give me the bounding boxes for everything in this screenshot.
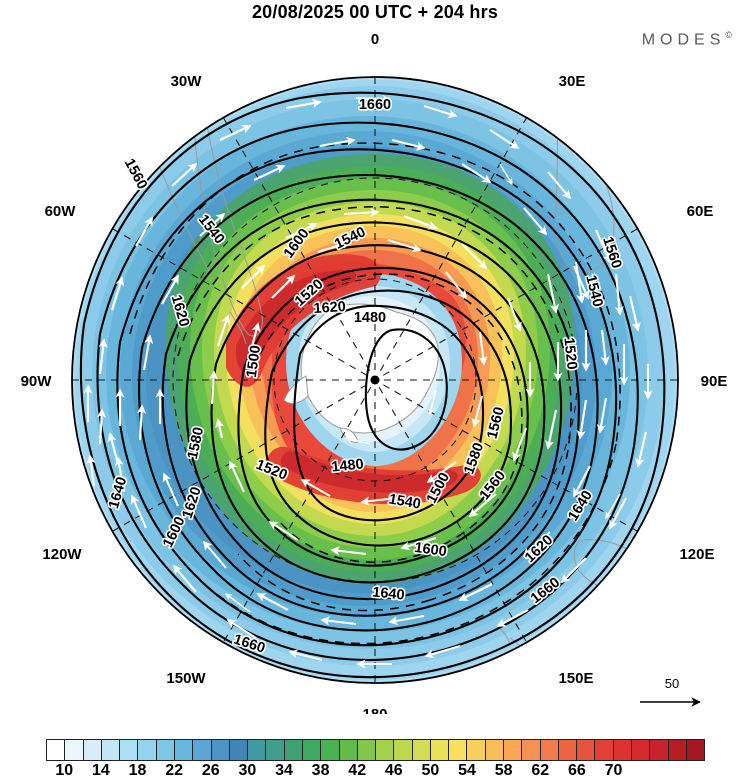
colorbar-cell (632, 740, 651, 760)
colorbar-tick: 46 (384, 762, 403, 779)
brand-name: MODES (641, 31, 726, 49)
colorbar-cell (156, 740, 175, 760)
contour-label: 1520 (560, 337, 579, 371)
contour-label: 1640 (372, 584, 406, 603)
colorbar-tick: 66 (567, 762, 586, 779)
colorbar-cell (686, 740, 705, 760)
contour-label: 1620 (313, 299, 346, 317)
pole-marker (370, 375, 380, 385)
lon-label-90e: 90E (701, 373, 728, 390)
colorbar-tick: 70 (604, 762, 623, 779)
colorbar-cell (101, 740, 121, 760)
colorbar-cell (412, 740, 431, 760)
colorbar-cell (668, 740, 687, 760)
lon-label-30e: 30E (559, 73, 586, 90)
map-boundary (71, 76, 679, 684)
colorbar-tick: 30 (238, 762, 257, 779)
colorbar-cell (449, 740, 468, 760)
colorbar-cell (229, 740, 249, 760)
secondary-contours (129, 142, 621, 645)
colorbar-cell (193, 740, 212, 760)
lon-label-150e: 150E (558, 670, 593, 687)
lon-label-180: 180 (362, 706, 387, 714)
colorbar-cell (248, 740, 267, 760)
modes-logo: MODES© (642, 30, 732, 49)
colorbar-tick: 10 (55, 762, 74, 779)
colorbar-tick: 22 (165, 762, 184, 779)
colorbar-cell (65, 740, 84, 760)
reference-vector-label: 50 (665, 676, 679, 691)
colorbar-tick: 38 (311, 762, 330, 779)
colorbar-tick: 50 (421, 762, 440, 779)
wind-vectors-secondary (224, 163, 621, 613)
colorbar-cell (83, 740, 102, 760)
colorbar-cell (577, 740, 596, 760)
colorbar-tick-labels: 10 14 18 22 26 30 34 38 42 46 50 54 58 62 66 70 (46, 762, 705, 782)
copyright-mark: © (725, 30, 732, 40)
colorbar-cell (284, 740, 303, 760)
lon-label-0: 0 (371, 31, 379, 48)
colorbar-cell (467, 740, 486, 760)
colorbar-cell (357, 740, 377, 760)
contour-label: 1660 (359, 97, 391, 113)
lon-label-120e: 120E (679, 546, 714, 563)
colorbar-tick: 26 (201, 762, 220, 779)
colorbar-tick: 34 (275, 762, 293, 779)
colorbar-tick: 62 (531, 762, 550, 779)
colorbar-tick: 18 (128, 762, 147, 779)
lon-label-60e: 60E (687, 203, 714, 220)
colorbar-cell (302, 740, 322, 760)
polar-stereographic-map: 1660 1660 1660 1640 1640 1640 1620 1620 … (0, 24, 750, 714)
colorbar-tick: 42 (348, 762, 367, 779)
colorbar-cell (138, 740, 157, 760)
colorbar-cell (211, 740, 230, 760)
longitude-labels: 0 30E 60E 90E 120E 150E 180 150W 120W 90… (21, 31, 728, 714)
contour-label: 1480 (354, 310, 386, 326)
colorbar-cell (485, 740, 505, 760)
contour-label: 1560 (121, 156, 150, 192)
colorbar-cell (595, 740, 614, 760)
colorbar-cell (558, 740, 578, 760)
colorbar-tick: 14 (92, 762, 110, 779)
colorbar-cell (174, 740, 194, 760)
colorbar-cell (394, 740, 413, 760)
colorbar-cell (266, 740, 285, 760)
colorbar-cell (650, 740, 669, 760)
lon-label-90w: 90W (21, 373, 53, 390)
colorbar-cell (120, 740, 139, 760)
colorbar[interactable] (46, 739, 705, 761)
colorbar-tick: 54 (458, 762, 476, 779)
contour-label: 1500 (244, 344, 264, 378)
lon-label-60w: 60W (45, 203, 77, 220)
colorbar-cell (613, 740, 632, 760)
lon-label-150w: 150W (166, 670, 206, 687)
contour-label: 1600 (413, 540, 447, 560)
colorbar-cell (47, 740, 66, 760)
colorbar-cell (376, 740, 395, 760)
map-canvas: 1660 1660 1660 1640 1640 1640 1620 1620 … (21, 31, 728, 714)
reference-vector: 50 (640, 676, 701, 707)
page-title: 20/08/2025 00 UTC + 204 hrs (251, 2, 499, 22)
colorbar-cell (540, 740, 559, 760)
colorbar-cell (321, 740, 340, 760)
contour-label: 1480 (331, 456, 365, 475)
colorbar-cell (522, 740, 541, 760)
lon-label-30w: 30W (171, 73, 203, 90)
lon-label-120w: 120W (42, 546, 82, 563)
colorbar-cell (504, 740, 523, 760)
wind-vectors (83, 94, 653, 669)
colorbar-cell (430, 740, 450, 760)
colorbar-cell (339, 740, 358, 760)
colorbar-tick: 58 (494, 762, 513, 779)
